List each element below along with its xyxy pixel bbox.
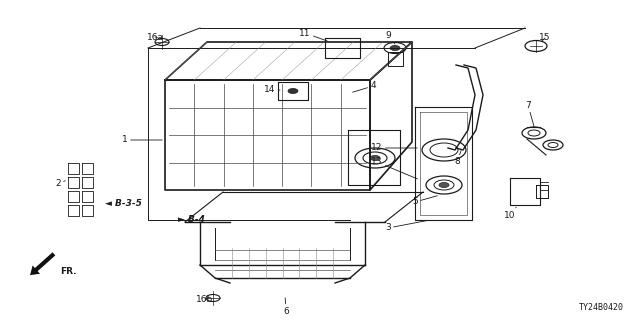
Text: 6: 6 xyxy=(283,298,289,316)
Text: 14: 14 xyxy=(264,85,280,94)
Text: 16a: 16a xyxy=(147,33,163,42)
Text: ► B-4: ► B-4 xyxy=(178,215,205,225)
Text: ◄ B-3-5: ◄ B-3-5 xyxy=(105,198,142,207)
Text: 9: 9 xyxy=(385,31,395,44)
Text: 13: 13 xyxy=(371,157,417,179)
FancyArrowPatch shape xyxy=(30,252,55,275)
Text: 2: 2 xyxy=(55,179,65,188)
Text: 1: 1 xyxy=(122,135,162,145)
Text: 3: 3 xyxy=(385,220,428,233)
Circle shape xyxy=(370,156,380,161)
Text: 7: 7 xyxy=(525,100,534,127)
Text: 10: 10 xyxy=(504,207,516,220)
Text: 15: 15 xyxy=(540,34,551,43)
Text: 12: 12 xyxy=(371,143,417,153)
Text: 11: 11 xyxy=(300,28,328,41)
Text: 5: 5 xyxy=(412,196,437,206)
Text: 4: 4 xyxy=(353,82,376,92)
Circle shape xyxy=(288,89,298,93)
Text: TY24B0420: TY24B0420 xyxy=(579,303,624,312)
Text: FR.: FR. xyxy=(60,268,77,276)
Text: 8: 8 xyxy=(454,151,461,166)
Circle shape xyxy=(390,45,400,51)
Circle shape xyxy=(439,182,449,188)
Text: 16b: 16b xyxy=(196,295,214,305)
